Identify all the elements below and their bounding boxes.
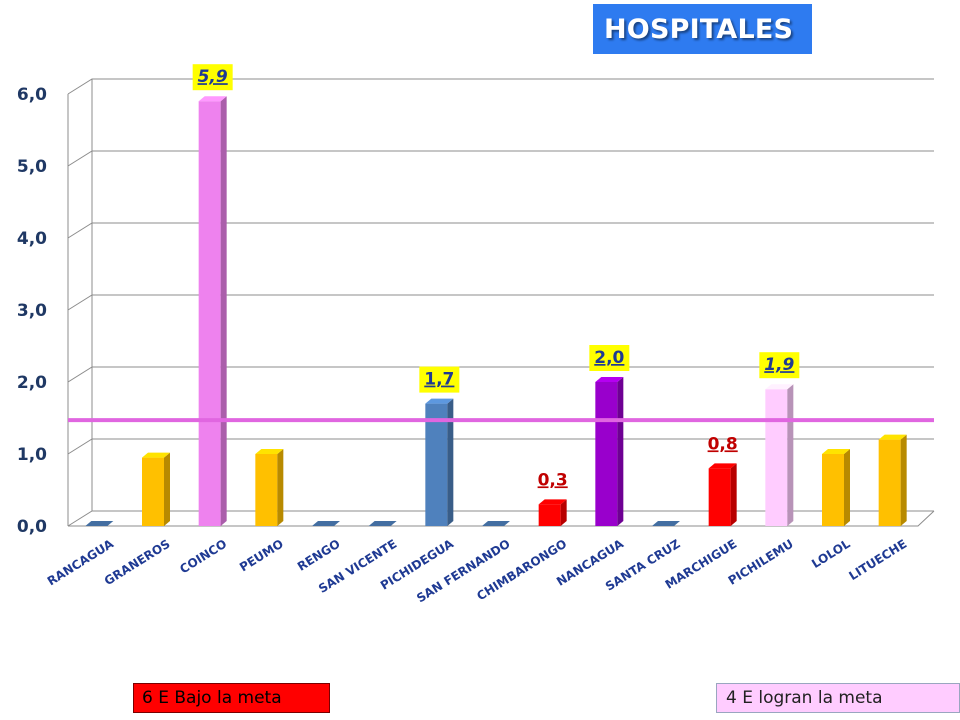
bar-zero-cap [652, 521, 680, 526]
bar [538, 499, 567, 526]
bar-top [255, 449, 284, 454]
bar-front [595, 382, 618, 526]
data-label-highlight [419, 366, 460, 393]
bar-side [730, 463, 737, 526]
bar-top [765, 384, 794, 390]
bar-top [822, 449, 850, 454]
data-label-highlight [192, 64, 233, 91]
bar-zero-cap [312, 521, 340, 526]
bar-top [425, 398, 454, 404]
y-tick-label: 2,0 [17, 373, 47, 393]
bar [425, 398, 454, 526]
bar-front [708, 468, 731, 526]
bar-top [708, 463, 737, 469]
bar-side [900, 434, 907, 526]
bar [312, 521, 340, 526]
bar-front [538, 504, 561, 526]
bar-top [198, 96, 227, 102]
data-label: 0,3 [538, 470, 568, 490]
legend-meet-label: 4 E logran la meta [726, 688, 883, 708]
bar-front [198, 101, 221, 526]
gridline [67, 294, 934, 311]
bar [85, 521, 114, 526]
x-tick-label: COINCO [177, 537, 229, 577]
chart-title-box: HOSPITALES [593, 4, 812, 54]
bar [142, 452, 170, 526]
gridline [67, 150, 934, 167]
chart-title: HOSPITALES [604, 13, 794, 45]
bar-front [255, 454, 278, 526]
x-tick-label: LITUECHE [846, 537, 909, 583]
y-axis-ticks: 0,0 1,0 2,0 3,0 4,0 5,0 6,0 [17, 85, 47, 537]
data-label: 1,9 [764, 355, 794, 375]
bar-front [142, 457, 164, 526]
bar-side [447, 398, 454, 526]
y-tick-label: 3,0 [17, 301, 47, 321]
bar-side [277, 449, 284, 526]
grid-layer [67, 78, 935, 527]
bar-top [878, 434, 907, 440]
bar-side [560, 499, 567, 526]
legend-meet-meta: 4 E logran la meta [716, 683, 960, 713]
floor-edge [68, 510, 935, 527]
legend-below-label: 6 E Bajo la meta [142, 688, 282, 708]
bar-front [425, 403, 448, 526]
bar [652, 521, 680, 526]
y-tick-label: 4,0 [17, 229, 47, 249]
bar-side [844, 449, 850, 526]
bar-top [595, 377, 624, 382]
bar-side [787, 384, 794, 526]
data-label: 5,9 [198, 67, 228, 87]
bar-side [164, 452, 170, 526]
y-tick-label: 5,0 [17, 157, 47, 177]
data-label-highlight [759, 352, 800, 379]
bar [198, 96, 227, 526]
y-tick-label: 6,0 [17, 85, 47, 105]
x-tick-label: RENGO [295, 537, 343, 574]
x-tick-label: LOLOL [809, 536, 853, 571]
data-label-highlight [589, 345, 630, 371]
bar [368, 521, 397, 526]
legend-below-meta: 6 E Bajo la meta [133, 683, 330, 713]
data-label: 1,7 [424, 370, 454, 390]
bar-side [617, 377, 624, 526]
bar-side [220, 96, 227, 526]
bar-top [142, 452, 170, 458]
gridline [67, 438, 934, 455]
bar-top [538, 499, 567, 505]
data-label: 0,8 [708, 434, 738, 454]
data-labels: 5,9 1,7 0,3 2,0 0,8 1,9 [192, 64, 800, 490]
bar-front [765, 389, 788, 526]
bar [822, 449, 850, 526]
bar [482, 521, 510, 526]
bar [878, 434, 907, 526]
bar [595, 377, 624, 526]
bar-front [878, 439, 901, 526]
bar-zero-cap [85, 521, 114, 526]
gridline [67, 222, 934, 239]
x-tick-label: PEUMO [237, 537, 286, 575]
y-tick-label: 0,0 [17, 517, 47, 537]
bar-zero-cap [368, 521, 397, 526]
y-tick-label: 1,0 [17, 445, 47, 465]
x-tick-label: SAN FERNANDO [414, 537, 512, 606]
bar-front [822, 454, 844, 526]
gridline [67, 366, 934, 383]
bar [255, 449, 284, 526]
bar [765, 384, 794, 526]
data-label: 2,0 [594, 348, 624, 368]
bar [708, 463, 737, 526]
bar-zero-cap [482, 521, 510, 526]
bars [85, 96, 907, 526]
